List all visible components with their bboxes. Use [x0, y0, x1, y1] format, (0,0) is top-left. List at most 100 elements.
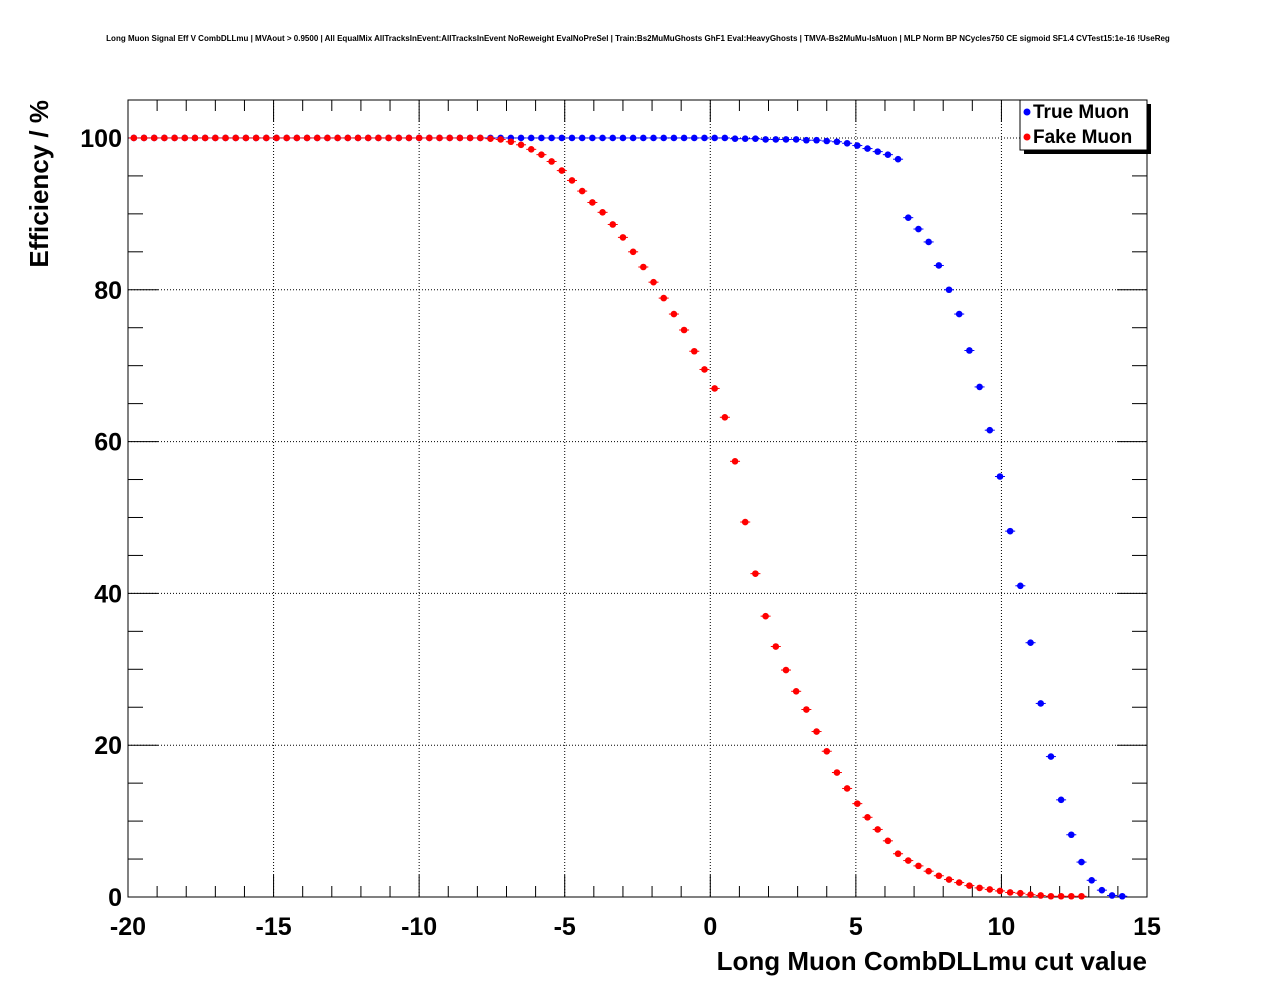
legend-marker-true-muon — [1023, 108, 1031, 116]
fake-muon-point — [578, 187, 586, 195]
true-muon-point — [660, 134, 668, 142]
true-muon-point — [1057, 796, 1065, 804]
x-tick-label: 15 — [1133, 913, 1161, 941]
true-muon-point — [558, 134, 566, 142]
true-muon-point — [599, 134, 606, 142]
fake-muon-point — [1037, 892, 1045, 899]
true-muon-point — [548, 134, 555, 142]
x-tick-label: 10 — [988, 913, 1016, 941]
fake-muon-point — [640, 263, 647, 271]
true-muon-point — [986, 426, 994, 434]
fake-muon-point — [976, 884, 983, 892]
fake-muon-point — [711, 385, 718, 392]
true-muon-point — [864, 145, 871, 152]
fake-muon-point — [405, 134, 413, 142]
fake-muon-point — [741, 518, 749, 526]
true-muon-point — [1047, 753, 1055, 760]
x-tick-label: -15 — [256, 913, 292, 941]
fake-muon-point — [558, 167, 566, 174]
x-tick-label: -20 — [110, 913, 146, 941]
legend-label-fake-muon: Fake Muon — [1033, 127, 1132, 148]
fake-muon-point — [191, 134, 199, 142]
true-muon-point — [1068, 831, 1075, 839]
y-tick-label: 60 — [94, 429, 122, 457]
fake-muon-point — [660, 294, 668, 302]
fake-muon-point — [568, 177, 576, 184]
true-muon-point — [945, 286, 953, 294]
fake-muon-point — [833, 769, 841, 776]
fake-muon-point — [273, 134, 280, 142]
fake-muon-point — [955, 879, 963, 886]
fake-muon-point — [680, 326, 688, 334]
true-muon-point — [884, 151, 892, 158]
fake-muon-point — [324, 134, 331, 142]
true-muon-point — [1098, 886, 1106, 894]
fake-muon-point — [986, 886, 994, 893]
true-muon-point — [701, 134, 708, 142]
fake-muon-point — [813, 728, 820, 735]
true-muon-point — [619, 134, 627, 142]
fake-muon-point — [884, 837, 892, 845]
fake-muon-point — [334, 134, 341, 142]
fake-muon-point — [690, 347, 698, 355]
true-muon-point — [527, 134, 535, 142]
true-muon-point — [772, 136, 780, 143]
fake-muon-point — [1006, 889, 1014, 896]
fake-muon-point — [313, 134, 321, 142]
fake-muon-point — [466, 134, 474, 142]
fake-muon-point — [293, 134, 301, 142]
fake-muon-point — [803, 706, 810, 713]
true-muon-point — [813, 136, 820, 144]
true-muon-point — [1006, 527, 1014, 535]
fake-muon-point — [548, 158, 555, 165]
legend-label-true-muon: True Muon — [1033, 102, 1129, 123]
fake-muon-point — [966, 882, 973, 889]
fake-muon-point — [1057, 892, 1065, 900]
fake-muon-point — [731, 458, 739, 465]
fake-muon-point — [854, 800, 861, 807]
true-muon-point — [854, 142, 861, 149]
true-muon-point — [1027, 639, 1034, 647]
fake-muon-point — [130, 134, 138, 142]
fake-muon-point — [1017, 889, 1024, 897]
fake-muon-point — [385, 134, 392, 142]
true-muon-point — [833, 138, 841, 146]
true-muon-point — [650, 134, 657, 142]
fake-muon-point — [772, 643, 780, 650]
fake-muon-point — [171, 134, 178, 142]
true-muon-point — [680, 134, 688, 142]
fake-muon-point — [456, 134, 464, 142]
fake-muon-point — [752, 570, 759, 577]
true-muon-point — [782, 136, 790, 143]
fake-muon-point — [517, 141, 525, 149]
fake-muon-point — [1078, 892, 1085, 900]
true-muon-point — [915, 225, 922, 233]
true-muon-point — [803, 136, 810, 144]
fake-muon-point — [527, 146, 535, 153]
fake-muon-point — [283, 134, 290, 142]
fake-muon-point — [589, 199, 596, 206]
true-muon-point — [955, 310, 963, 318]
fake-muon-point — [232, 134, 240, 142]
fake-muon-point — [242, 134, 250, 142]
legend-box — [1019, 99, 1148, 151]
fake-muon-point — [150, 134, 158, 142]
fake-muon-point — [650, 278, 657, 286]
true-muon-point — [1078, 858, 1085, 866]
fake-muon-point — [212, 134, 219, 142]
true-muon-point — [1088, 877, 1095, 884]
fake-muon-point — [426, 134, 433, 142]
true-muon-point — [874, 148, 881, 155]
fake-muon-point — [497, 136, 504, 143]
fake-muon-point — [894, 850, 902, 858]
fake-muon-point — [262, 134, 270, 142]
fake-muon-point — [344, 134, 352, 142]
true-muon-point — [741, 135, 749, 143]
fake-muon-point — [762, 612, 769, 620]
true-muon-point — [517, 134, 525, 142]
tick-labels: -20 -15 -10 -5 0 5 10 15 0 20 40 60 80 100 — [80, 125, 1161, 941]
axis-ticks — [127, 99, 1148, 898]
legend-marker-fake-muon — [1023, 133, 1031, 141]
fake-muon-point — [935, 872, 943, 880]
